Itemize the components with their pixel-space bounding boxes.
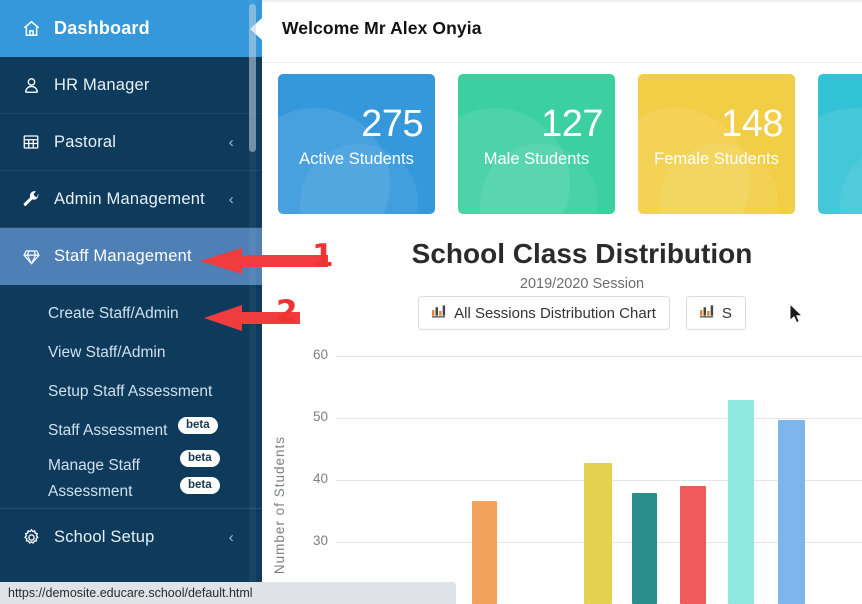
card-decoration (818, 108, 862, 214)
chevron-left-icon: ‹ (228, 133, 234, 151)
chart-bar[interactable] (632, 492, 657, 604)
beta-badge: beta (178, 417, 218, 434)
chart-bar[interactable] (584, 462, 612, 604)
y-axis-tick-label: 30 (312, 533, 328, 549)
annotation-arrow-2 (200, 305, 310, 336)
submenu-label: Create Staff/Admin (48, 305, 179, 322)
sidebar-item-label: School Setup (54, 528, 155, 546)
sidebar: Dashboard HR Manager Pastoral ‹ (0, 0, 262, 604)
grid-icon (16, 133, 46, 151)
stat-card[interactable]: 275 Active Students (278, 74, 435, 214)
stat-value: 275 (361, 103, 423, 145)
wrench-icon (16, 190, 46, 209)
sidebar-item-hr-manager[interactable]: HR Manager (0, 57, 262, 114)
sidebar-item-admin-management[interactable]: Admin Management ‹ (0, 171, 262, 228)
chevron-left-icon: ‹ (228, 190, 234, 208)
sidebar-scrollbar-track[interactable] (249, 0, 256, 604)
chart-bar[interactable] (778, 419, 805, 604)
header-divider (262, 62, 862, 63)
session-distribution-chart-button[interactable]: S (685, 296, 746, 330)
submenu-view-staff-admin[interactable]: View Staff/Admin (0, 333, 262, 372)
page-title: Welcome Mr Alex Onyia (282, 18, 482, 38)
bar-chart-icon (699, 304, 715, 322)
stat-card[interactable]: 127 Male Students (458, 74, 615, 214)
stat-caption: Male Students (483, 150, 590, 168)
stat-value: 127 (541, 103, 603, 145)
y-axis-tick-label: 40 (312, 471, 328, 487)
sidebar-submenu: Create Staff/Admin View Staff/Admin Setu… (0, 285, 262, 504)
stat-caption: Female Students (654, 150, 779, 168)
chart-bar[interactable] (728, 399, 754, 604)
submenu-create-staff-admin[interactable]: Create Staff/Admin (0, 294, 262, 333)
sidebar-item-label: Pastoral (54, 132, 117, 151)
annotation-number-2: 2 (276, 294, 298, 330)
diamond-icon (16, 248, 46, 266)
button-label: S (721, 304, 732, 322)
sidebar-scrollbar-thumb[interactable] (249, 4, 256, 152)
stat-value: 148 (721, 103, 783, 145)
y-axis-tick-label: 60 (312, 347, 328, 363)
submenu-label-cont: Assessment (48, 482, 133, 500)
status-bar: https://demosite.educare.school/default.… (0, 582, 456, 604)
sidebar-item-pastoral[interactable]: Pastoral ‹ (0, 114, 262, 171)
sidebar-item-label: HR Manager (54, 75, 150, 94)
top-edge (262, 0, 862, 3)
stat-caption: Active Students (299, 150, 414, 168)
bar-chart-plot: Number of Students 30 40 50 60 (262, 344, 862, 604)
gear-icon (16, 528, 46, 547)
sidebar-item-label: Dashboard (54, 18, 150, 38)
main-content: Welcome Mr Alex Onyia 275 Active Student… (262, 0, 862, 604)
user-icon (16, 76, 46, 95)
chart-subtitle: 2019/2020 Session (519, 276, 645, 292)
y-axis-tick-label: 50 (312, 409, 328, 425)
gridline (336, 356, 862, 358)
chart-bar[interactable] (472, 500, 497, 604)
stat-card[interactable]: 148 Female Students (638, 74, 795, 214)
y-axis-label: Number of Students (272, 436, 287, 575)
gridline (336, 418, 862, 420)
submenu-staff-assessment[interactable]: Staff Assessment beta (0, 411, 262, 449)
status-bar-url: https://demosite.educare.school/default.… (8, 586, 253, 600)
chevron-left-icon: ‹ (228, 529, 234, 546)
stat-card-row: 275 Active Students 127 Male Students 14… (278, 74, 862, 214)
submenu-label: Setup Staff Assessment (48, 383, 213, 400)
sidebar-item-school-setup[interactable]: School Setup ‹ (0, 509, 262, 566)
beta-badge: beta (180, 477, 220, 494)
chart-bar[interactable] (680, 486, 706, 604)
submenu-label: Manage Staff (48, 456, 140, 474)
submenu-label: Staff Assessment (48, 421, 168, 439)
chart-title: School Class Distribution (411, 238, 753, 269)
submenu-setup-staff-assessment[interactable]: Setup Staff Assessment (0, 372, 262, 411)
sidebar-item-label: Admin Management (54, 189, 205, 208)
stat-card[interactable] (818, 74, 862, 214)
submenu-manage-staff-assessment[interactable]: Manage Staff Assessment beta beta (0, 449, 262, 504)
bar-chart-icon (432, 304, 447, 322)
sidebar-divider (0, 508, 262, 509)
chart-button-row: All Sessions Distribution Chart S (262, 296, 862, 330)
home-icon (16, 19, 46, 38)
sidebar-item-dashboard[interactable]: Dashboard (0, 0, 262, 57)
annotation-arrow-1 (196, 248, 336, 279)
all-sessions-distribution-chart-button[interactable]: All Sessions Distribution Chart (418, 296, 670, 330)
annotation-number-1: 1 (312, 238, 334, 274)
chart-panel: School Class Distribution 2019/2020 Sess… (262, 232, 862, 604)
submenu-label: View Staff/Admin (48, 344, 166, 361)
button-label: All Sessions Distribution Chart (454, 304, 656, 322)
beta-badge: beta (180, 450, 220, 467)
sidebar-item-label: Staff Management (54, 247, 192, 265)
mouse-cursor-icon (789, 302, 805, 330)
